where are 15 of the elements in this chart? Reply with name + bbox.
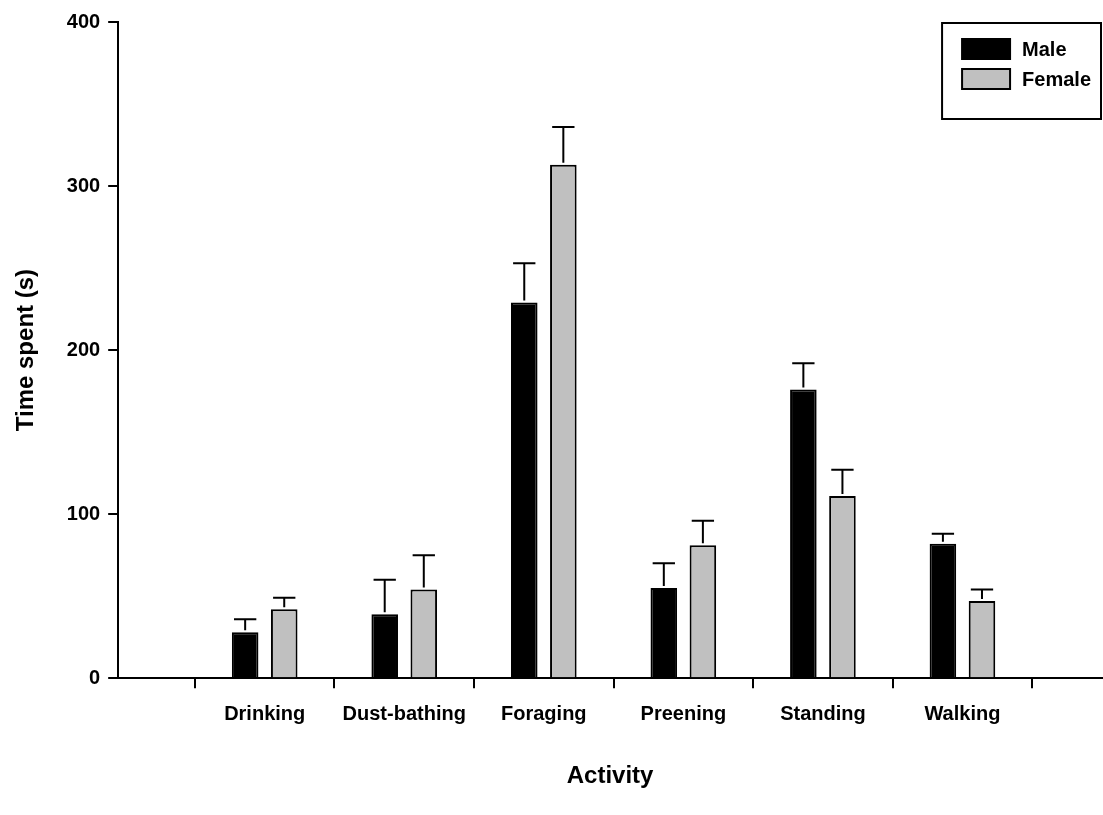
y-axis-title: Time spent (s) [11,268,39,432]
y-tick-label: 100 [66,501,101,524]
x-tick-label: Foraging [501,701,587,724]
y-tick-label: 300 [66,173,101,196]
x-tick-label: Walking [924,701,1001,724]
y-tick-label: 400 [66,9,101,32]
legend-label: Male [1022,37,1067,60]
y-tick-label: 200 [66,337,101,360]
y-tick-label: 0 [89,665,101,688]
x-axis-title: Activity [566,761,655,789]
x-tick-label: Dust-bathing [342,701,466,724]
x-tick-label: Drinking [224,701,306,724]
x-tick-label: Preening [640,701,727,724]
legend-label: Female [1022,67,1092,90]
x-tick-label: Standing [780,701,866,724]
